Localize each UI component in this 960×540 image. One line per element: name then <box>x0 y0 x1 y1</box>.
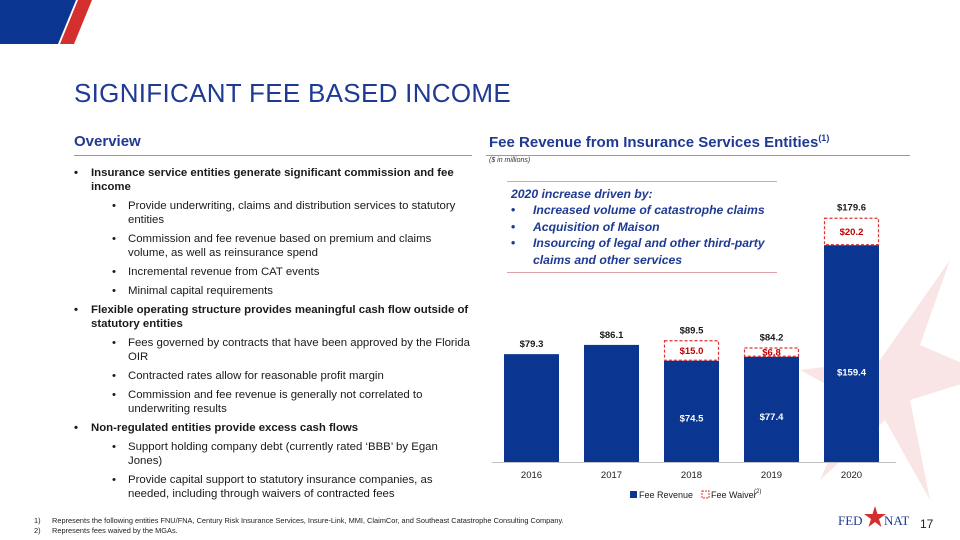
fee-revenue-heading: Fee Revenue from Insurance Services Enti… <box>489 133 830 151</box>
bar-fee-revenue <box>664 360 719 462</box>
fednat-logo: FED NAT <box>838 506 909 528</box>
bar-total-label: $84.2 <box>760 332 784 343</box>
logo-text-left: FED <box>838 513 863 528</box>
fee-revenue-chart: $79.3 2016 $86.1 2017 $74.5 $15.0 $89.5 2018 $77… <box>492 203 896 500</box>
bar-waiver-label: $15.0 <box>680 346 704 357</box>
bar-waiver-label: $20.2 <box>840 227 864 238</box>
overview-sub-bullet: Commission and fee revenue based on prem… <box>74 232 474 260</box>
legend-label-fee-revenue: Fee Revenue <box>639 490 693 500</box>
footnote-2: 2) Represents fees waived by the MGAs. <box>34 526 178 535</box>
callout-box: 2020 increase driven by: Increased volum… <box>507 181 777 274</box>
footnotes: 1) Represents the following entities FNU/… <box>34 516 564 536</box>
fee-revenue-heading-footnote-ref: (1) <box>818 133 830 143</box>
bar-fee-revenue <box>504 354 559 462</box>
overview-sub-bullet: Contracted rates allow for reasonable pr… <box>74 369 474 383</box>
bar-waiver-label: $6.8 <box>762 348 781 359</box>
callout-item: Increased volume of catastrophe claims <box>507 202 777 219</box>
bar-total-label: $79.3 <box>520 339 544 350</box>
overview-sub-bullet: Fees governed by contracts that have bee… <box>74 336 474 364</box>
overview-bullet-list: Insurance service entities generate sign… <box>74 166 474 506</box>
bar-total-label: $86.1 <box>600 330 624 341</box>
overview-bullet: Insurance service entities generate sign… <box>74 166 474 194</box>
legend-footnote-ref: (2) <box>754 489 761 495</box>
overview-sub-bullet: Commission and fee revenue is generally … <box>74 388 474 416</box>
overview-bullet: Flexible operating structure provides me… <box>74 303 474 331</box>
page-number: 17 <box>920 517 934 531</box>
corner-graphic <box>0 0 92 44</box>
callout-item: Acquisition of Maison <box>507 219 777 236</box>
overview-sub-bullet: Provide capital support to statutory ins… <box>74 473 474 501</box>
x-tick-label: 2020 <box>841 470 862 481</box>
overview-sub-bullet: Provide underwriting, claims and distrib… <box>74 199 474 227</box>
x-tick-label: 2016 <box>521 470 542 481</box>
overview-sub-bullet: Support holding company debt (currently … <box>74 440 474 468</box>
bar-fee-revenue <box>584 344 639 462</box>
page-title: SIGNIFICANT FEE BASED INCOME <box>74 78 511 108</box>
overview-sub-bullet: Minimal capital requirements <box>74 284 474 298</box>
x-tick-label: 2018 <box>681 470 702 481</box>
bar-total-label: $179.6 <box>837 203 866 214</box>
bar-value-label: $77.4 <box>760 412 784 423</box>
bar-fee-waiver <box>743 347 800 357</box>
legend-swatch-fee-revenue <box>630 491 637 498</box>
footnote-1: 1) Represents the following entities FNU/… <box>34 516 564 525</box>
legend-label-fee-waiver: Fee Waiver <box>711 490 757 500</box>
overview-heading: Overview <box>74 133 141 150</box>
fee-revenue-divider <box>486 155 910 156</box>
overview-bullet: Non-regulated entities provide excess ca… <box>74 421 474 435</box>
x-tick-label: 2017 <box>601 470 622 481</box>
logo-text-right: NAT <box>884 513 909 528</box>
bar-fee-waiver <box>823 217 880 246</box>
callout-heading: 2020 increase driven by: <box>511 187 653 201</box>
units-note: ($ in millions) <box>489 157 531 164</box>
overview-divider <box>74 155 472 156</box>
bar-fee-revenue <box>744 356 799 462</box>
x-tick-label: 2019 <box>761 470 782 481</box>
overview-sub-bullet: Incremental revenue from CAT events <box>74 265 474 279</box>
bar-fee-revenue <box>824 245 879 462</box>
bar-fee-waiver <box>663 340 720 361</box>
legend-swatch-fee-waiver <box>701 490 710 499</box>
bar-value-label: $74.5 <box>680 413 704 424</box>
callout-item: Insourcing of legal and other third-part… <box>507 235 777 268</box>
bar-total-label: $89.5 <box>680 325 704 336</box>
bar-value-label: $159.4 <box>837 367 867 378</box>
